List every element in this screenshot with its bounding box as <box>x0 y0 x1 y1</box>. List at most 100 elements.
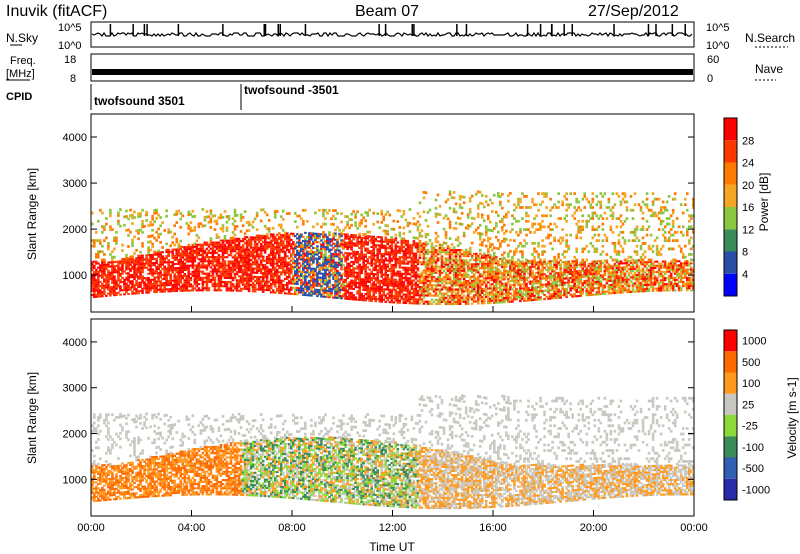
data-cell <box>435 245 438 247</box>
data-cell <box>141 255 144 257</box>
data-cell <box>525 285 528 287</box>
data-cell <box>208 273 211 275</box>
data-cell <box>300 285 303 287</box>
data-cell <box>352 288 355 290</box>
data-cell <box>141 242 144 245</box>
data-cell <box>302 269 305 271</box>
data-cell <box>308 240 311 242</box>
data-cell <box>419 224 422 227</box>
data-cell <box>254 284 257 286</box>
data-cell <box>189 279 192 281</box>
data-cell <box>262 258 265 260</box>
data-cell <box>288 241 291 243</box>
data-cell <box>483 239 486 242</box>
data-cell <box>266 214 269 217</box>
data-cell <box>131 282 134 284</box>
data-cell <box>302 263 305 265</box>
data-cell <box>292 241 295 243</box>
data-cell <box>113 275 116 277</box>
data-cell <box>198 236 201 239</box>
data-cell <box>268 219 271 222</box>
data-cell <box>270 271 273 273</box>
data-cell <box>256 261 259 263</box>
data-cell <box>149 260 152 262</box>
data-cell <box>403 260 406 262</box>
data-cell <box>210 221 213 224</box>
data-cell <box>409 255 412 257</box>
data-cell <box>513 284 516 286</box>
data-cell <box>374 238 377 240</box>
data-cell <box>495 289 498 291</box>
data-cell <box>463 278 466 280</box>
data-cell <box>348 263 351 265</box>
data-cell <box>179 259 182 261</box>
data-cell <box>340 260 343 262</box>
data-cell <box>479 253 482 255</box>
data-cell <box>477 302 480 304</box>
data-cell <box>467 288 470 290</box>
data-cell <box>141 261 144 263</box>
data-cell <box>352 269 355 271</box>
data-cell <box>340 266 343 268</box>
data-cell <box>511 288 514 290</box>
data-cell <box>139 212 142 215</box>
data-cell <box>340 212 343 215</box>
data-cell <box>290 272 293 274</box>
data-cell <box>151 223 154 226</box>
data-cell <box>443 295 446 297</box>
freq-frame <box>91 54 694 81</box>
data-cell <box>473 217 476 220</box>
data-cell <box>95 261 98 263</box>
data-cell <box>399 258 402 260</box>
data-cell <box>242 224 245 227</box>
data-cell <box>268 281 271 283</box>
data-cell <box>423 303 426 305</box>
data-cell <box>155 258 158 260</box>
data-cell <box>171 251 174 253</box>
data-cell <box>320 285 323 287</box>
data-cell <box>278 246 281 248</box>
data-cell <box>390 247 393 249</box>
data-cell <box>459 217 462 220</box>
data-cell <box>358 291 361 293</box>
data-cell <box>358 233 361 236</box>
data-cell <box>419 232 422 235</box>
data-cell <box>141 292 144 294</box>
data-cell <box>133 266 136 268</box>
data-cell <box>262 287 265 289</box>
data-cell <box>483 302 486 304</box>
data-cell <box>491 291 494 293</box>
data-cell <box>218 269 221 271</box>
data-cell <box>167 255 170 257</box>
data-cell <box>127 266 130 268</box>
data-cell <box>266 248 269 250</box>
data-cell <box>256 272 259 274</box>
data-cell <box>272 250 275 252</box>
data-cell <box>159 287 162 289</box>
data-cell <box>240 213 243 216</box>
data-cell <box>384 272 387 274</box>
data-cell <box>427 286 430 288</box>
data-cell <box>240 267 243 269</box>
data-cell <box>354 234 357 236</box>
data-cell <box>318 209 321 212</box>
data-cell <box>445 231 448 234</box>
data-cell <box>212 275 215 277</box>
data-cell <box>240 252 243 254</box>
data-cell <box>405 258 408 260</box>
data-cell <box>318 237 321 239</box>
data-cell <box>246 271 249 273</box>
data-cell <box>171 253 174 255</box>
data-cell <box>143 281 146 283</box>
data-cell <box>427 211 430 214</box>
data-cell <box>326 236 329 238</box>
data-cell <box>254 257 257 259</box>
data-cell <box>505 238 508 241</box>
data-cell <box>272 244 275 246</box>
data-cell <box>411 246 414 248</box>
data-cell <box>276 273 279 275</box>
data-cell <box>463 234 466 237</box>
data-cell <box>483 219 486 222</box>
data-cell <box>463 270 466 272</box>
data-cell <box>340 221 343 224</box>
